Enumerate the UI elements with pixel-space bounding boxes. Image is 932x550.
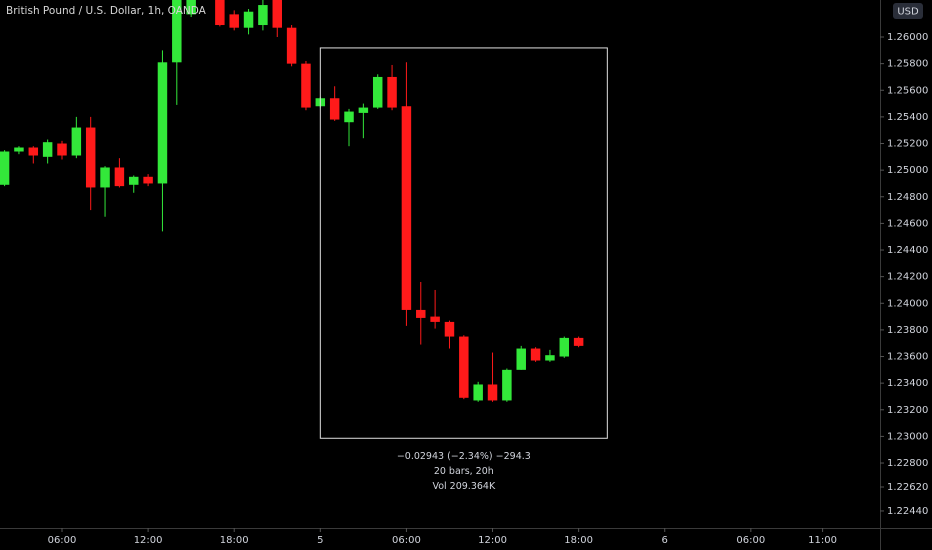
chart-title: British Pound / U.S. Dollar, 1h, OANDA <box>6 5 207 17</box>
currency-badge <box>893 3 923 19</box>
y-tick-label: 1.24800 <box>887 192 928 203</box>
y-tick-label: 1.25800 <box>887 59 928 70</box>
candle-body <box>387 76 397 108</box>
candle-body <box>85 127 96 188</box>
candle-body <box>0 151 10 185</box>
x-tick-label: 12:00 <box>478 535 507 546</box>
y-tick-label: 1.22800 <box>887 458 928 469</box>
candle-body <box>573 337 584 346</box>
candle-body <box>172 0 182 63</box>
measure-box <box>319 47 608 439</box>
y-tick-label: 1.22620 <box>887 482 928 493</box>
x-tick-label: 18:00 <box>220 535 249 546</box>
candle-body <box>358 107 369 113</box>
measure-label: Vol 209.364K <box>432 481 496 492</box>
candle-body <box>329 98 340 120</box>
y-tick-label: 1.23400 <box>887 378 928 389</box>
y-tick-label: 1.23000 <box>887 431 928 442</box>
candle-body <box>100 167 110 188</box>
y-tick-label: 1.23600 <box>887 352 928 363</box>
x-tick-label: 06:00 <box>48 535 77 546</box>
candle-body <box>545 355 555 361</box>
plot-area <box>0 0 608 439</box>
y-tick-label: 1.25600 <box>887 85 928 96</box>
candle-body <box>71 127 82 156</box>
x-tick-label: 06:00 <box>392 535 421 546</box>
x-tick-label: 6 <box>662 535 668 546</box>
candle-body <box>502 369 512 401</box>
candle-body <box>215 0 225 26</box>
y-tick-label: 1.23800 <box>887 325 928 336</box>
candle-body <box>42 142 53 157</box>
candle-body <box>186 0 196 15</box>
measure-label: −0.02943 (−2.34%) −294.3 <box>397 451 531 462</box>
candle-body <box>487 384 498 401</box>
measure-label: 20 bars, 20h <box>434 466 494 477</box>
candle-body <box>559 337 570 357</box>
x-tick-label: 18:00 <box>564 535 593 546</box>
candle-body <box>114 167 125 187</box>
x-tick-label: 06:00 <box>736 535 765 546</box>
candle-body <box>516 348 526 370</box>
candle-body <box>444 321 455 337</box>
candle-body <box>459 336 469 398</box>
candle-body <box>243 11 254 28</box>
candle-body <box>57 143 67 156</box>
candle-body <box>258 5 268 26</box>
y-tick-label: 1.25200 <box>887 139 928 150</box>
candle-body <box>401 106 412 310</box>
y-tick-label: 1.24400 <box>887 245 928 256</box>
x-tick-label: 11:00 <box>808 535 837 546</box>
y-tick-label: 1.25000 <box>887 165 928 176</box>
candle-body <box>157 62 168 184</box>
candle-body <box>129 176 139 185</box>
candle-body <box>143 176 153 184</box>
candle-body <box>14 147 24 152</box>
candle-body <box>28 147 39 156</box>
y-tick-label: 1.23200 <box>887 405 928 416</box>
candle-body <box>301 63 311 108</box>
y-tick-label: 1.22440 <box>887 506 928 517</box>
candle-body <box>286 27 297 64</box>
y-tick-label: 1.25400 <box>887 112 928 123</box>
currency-label: USD <box>897 7 919 18</box>
candle-body <box>473 384 483 401</box>
candle-body <box>229 14 239 28</box>
candle-body <box>416 309 426 318</box>
candle-body <box>530 348 541 361</box>
candle-body <box>344 111 354 123</box>
y-tick-label: 1.26000 <box>887 32 928 43</box>
candle-body <box>430 316 440 322</box>
candle-body <box>372 76 383 108</box>
candle-body <box>272 0 282 28</box>
y-tick-label: 1.24600 <box>887 218 928 229</box>
x-tick-label: 12:00 <box>134 535 163 546</box>
y-tick-label: 1.24200 <box>887 272 928 283</box>
y-tick-label: 1.24000 <box>887 298 928 309</box>
x-tick-label: 5 <box>317 535 323 546</box>
